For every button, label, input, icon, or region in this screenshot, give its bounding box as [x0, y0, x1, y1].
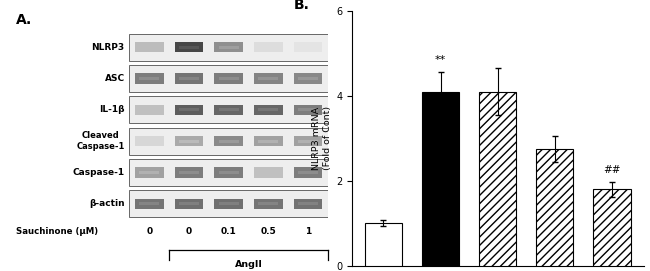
Bar: [214, 42, 243, 52]
Bar: [214, 199, 243, 209]
Text: ##: ##: [603, 165, 621, 175]
Bar: [129, 191, 328, 217]
Bar: [175, 105, 203, 115]
Text: 0: 0: [186, 227, 192, 236]
Bar: [179, 108, 199, 111]
Bar: [254, 136, 283, 146]
Text: IL-1β: IL-1β: [99, 105, 125, 114]
Bar: [179, 77, 199, 80]
Bar: [129, 65, 328, 92]
Bar: [254, 73, 283, 83]
Bar: [365, 223, 402, 266]
Bar: [298, 108, 318, 111]
Text: 1: 1: [305, 227, 311, 236]
Bar: [254, 167, 283, 178]
Bar: [258, 140, 278, 143]
Bar: [135, 73, 164, 83]
Bar: [175, 199, 203, 209]
Bar: [218, 202, 239, 205]
Text: ASC: ASC: [105, 74, 125, 83]
Bar: [129, 34, 328, 60]
Bar: [422, 92, 459, 266]
Bar: [294, 105, 322, 115]
Bar: [294, 42, 322, 52]
Bar: [139, 202, 159, 205]
Bar: [536, 149, 573, 266]
Bar: [218, 77, 239, 80]
Bar: [218, 46, 239, 49]
Bar: [175, 167, 203, 178]
Bar: [258, 108, 278, 111]
Bar: [175, 42, 203, 52]
Bar: [135, 136, 164, 146]
Bar: [135, 167, 164, 178]
Bar: [129, 96, 328, 123]
Bar: [218, 171, 239, 174]
Bar: [139, 77, 159, 80]
Bar: [214, 73, 243, 83]
Text: 0: 0: [146, 227, 152, 236]
Bar: [258, 202, 278, 205]
Bar: [294, 167, 322, 178]
Text: 0.5: 0.5: [261, 227, 276, 236]
Bar: [218, 140, 239, 143]
Text: **: **: [435, 55, 447, 65]
Bar: [129, 128, 328, 154]
Text: Caspase-1: Caspase-1: [73, 168, 125, 177]
Bar: [298, 77, 318, 80]
Text: Sauchinone (μM): Sauchinone (μM): [16, 227, 98, 236]
Bar: [214, 167, 243, 178]
Bar: [298, 140, 318, 143]
Bar: [175, 136, 203, 146]
Text: AngII: AngII: [235, 260, 263, 269]
Bar: [129, 159, 328, 186]
Bar: [214, 136, 243, 146]
Bar: [135, 105, 164, 115]
Bar: [298, 202, 318, 205]
Bar: [298, 171, 318, 174]
Bar: [258, 77, 278, 80]
Text: β-actin: β-actin: [89, 199, 125, 208]
Text: A.: A.: [16, 13, 32, 27]
Text: B.: B.: [294, 0, 309, 12]
Bar: [294, 199, 322, 209]
Bar: [294, 136, 322, 146]
Bar: [294, 73, 322, 83]
Bar: [179, 202, 199, 205]
Bar: [254, 105, 283, 115]
Bar: [214, 105, 243, 115]
Text: NLRP3: NLRP3: [92, 43, 125, 52]
Bar: [139, 171, 159, 174]
Bar: [135, 42, 164, 52]
Y-axis label: NLRP3 mRNA
(Fold of Cont): NLRP3 mRNA (Fold of Cont): [313, 106, 332, 170]
Bar: [479, 92, 516, 266]
Bar: [179, 140, 199, 143]
Bar: [254, 199, 283, 209]
Bar: [135, 199, 164, 209]
Bar: [218, 108, 239, 111]
Text: 0.1: 0.1: [221, 227, 237, 236]
Text: Cleaved
Caspase-1: Cleaved Caspase-1: [76, 131, 125, 151]
Bar: [179, 46, 199, 49]
Bar: [593, 189, 630, 266]
Bar: [179, 171, 199, 174]
Bar: [254, 42, 283, 52]
Bar: [175, 73, 203, 83]
